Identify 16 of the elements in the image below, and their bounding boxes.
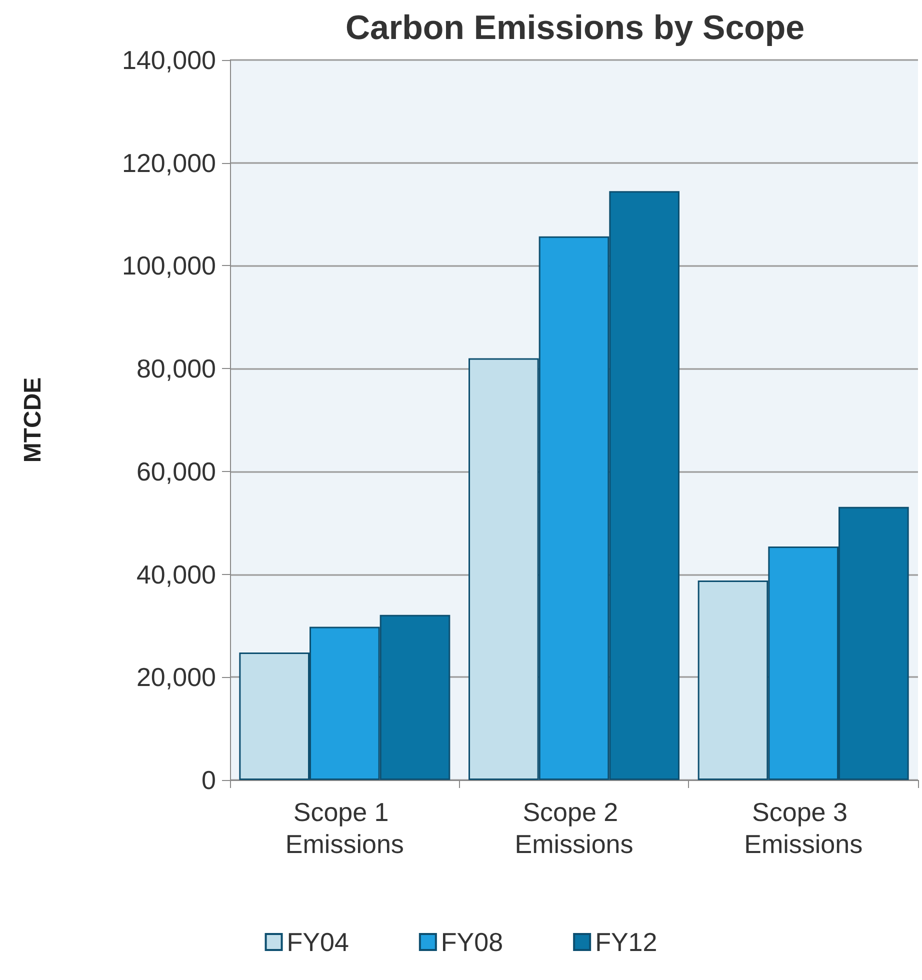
x-tick-label: Scope 1 Emissions (285, 797, 404, 859)
x-tick-label: Scope 2 Emissions (514, 797, 634, 859)
y-tick-label: 20,000 (136, 662, 216, 692)
legend-label: FY12 (595, 927, 658, 957)
legend-label: FY04 (286, 927, 349, 957)
y-tick-label: 140,000 (122, 45, 216, 75)
x-tick-label: Scope 3 Emissions (744, 797, 863, 859)
y-tick-label: 120,000 (122, 148, 216, 178)
y-tick-label: 40,000 (136, 559, 216, 590)
legend-label: FY08 (440, 927, 504, 957)
y-tick-label: 80,000 (136, 354, 216, 384)
y-tick-label: 60,000 (136, 456, 216, 486)
y-tick-label: 0 (202, 765, 216, 795)
y-tick-label: 100,000 (122, 250, 216, 281)
chart-title: Carbon Emissions by Scope (345, 9, 805, 47)
y-axis-title: MTCDE (20, 377, 46, 463)
